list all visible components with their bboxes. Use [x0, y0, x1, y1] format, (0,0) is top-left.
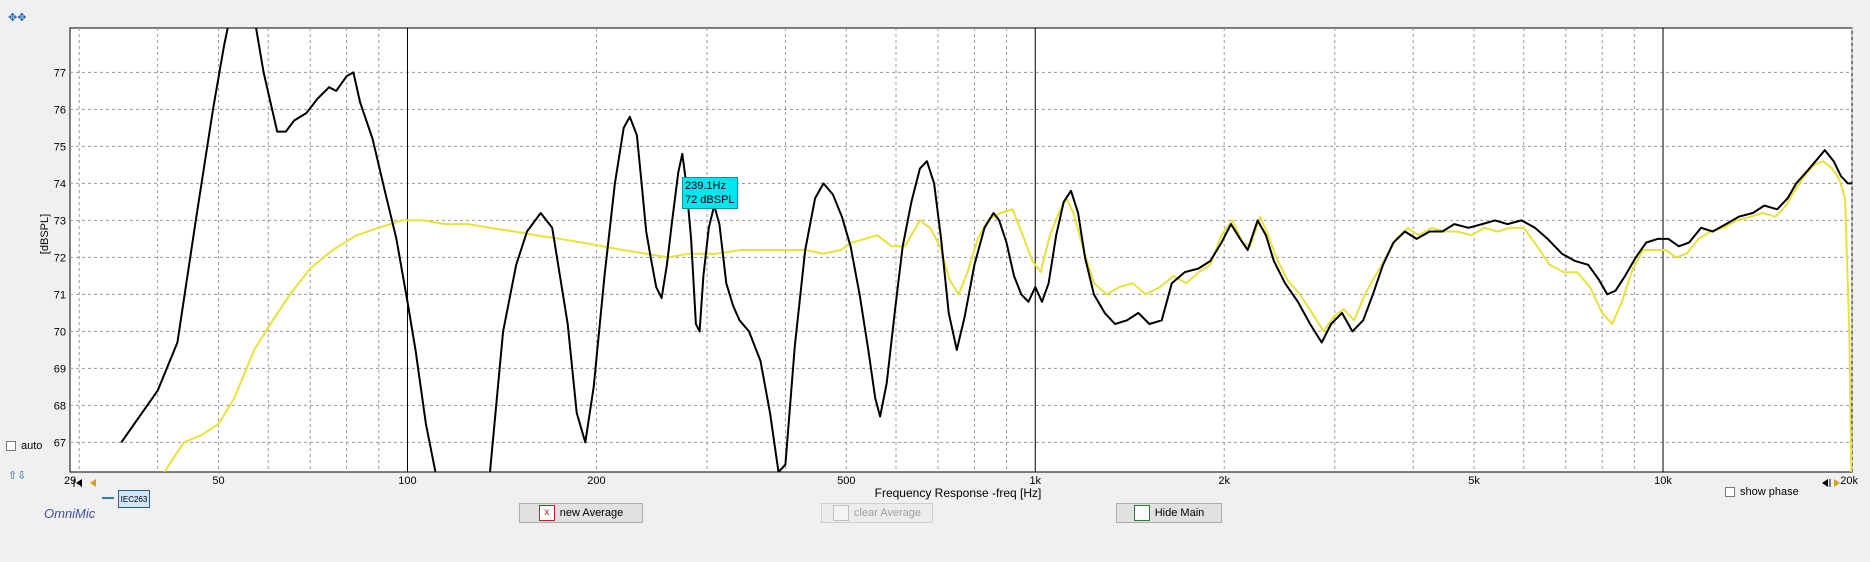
legend-dash-icon	[102, 497, 114, 499]
x-tick-label: 20k	[1840, 475, 1858, 487]
zoom-y-icons[interactable]: ✥✥	[8, 12, 27, 24]
clear-average-label: clear Average	[853, 507, 922, 519]
y-tick-label: 75	[54, 141, 66, 153]
y-tick-labels: 67 68 69 70 71 72 73 74 75 76 77	[54, 67, 66, 449]
y-tick-label: 69	[54, 363, 66, 375]
x-scroll-right-handle[interactable]	[1822, 479, 1840, 487]
y-tick-label: 68	[54, 400, 66, 412]
hide-main-button[interactable]: Hide Main	[1116, 503, 1222, 523]
x-tick-label: 1k	[1029, 475, 1041, 487]
cursor-readout: 239.1Hz 72 dBSPL	[682, 177, 738, 209]
x-tick-label: 5k	[1468, 475, 1480, 487]
x-scroll-left-handle[interactable]	[73, 479, 96, 487]
iec263-badge[interactable]: IEC263	[118, 490, 150, 508]
y-tick-label: 67	[54, 437, 66, 449]
average-x-icon: x	[538, 505, 555, 521]
show-phase-checkbox-box[interactable]	[1725, 487, 1735, 497]
auto-checkbox[interactable]: auto	[6, 440, 42, 452]
y-tick-label: 76	[54, 104, 66, 116]
y-axis-label: [dBSPL]	[39, 214, 51, 254]
cursor-level: 72 dBSPL	[685, 194, 735, 206]
x-tick-label: 200	[587, 475, 605, 487]
y-tick-label: 70	[54, 326, 66, 338]
new-average-button[interactable]: x new Average	[519, 503, 643, 523]
hide-main-label: Hide Main	[1154, 507, 1205, 519]
show-phase-label: show phase	[1740, 486, 1799, 498]
scroll-y-arrows-icon[interactable]: ⇧⇩	[8, 470, 27, 482]
auto-checkbox-box[interactable]	[6, 441, 16, 451]
auto-label: auto	[21, 440, 43, 452]
x-tick-label: 500	[837, 475, 855, 487]
series-line-yellow	[163, 160, 1852, 472]
series-line-black	[120, 28, 1852, 472]
y-tick-label: 72	[54, 252, 66, 264]
y-tick-label: 77	[54, 67, 66, 79]
x-tick-label: 29	[64, 475, 76, 487]
cursor-freq: 239.1Hz	[685, 180, 726, 192]
plot-area[interactable]	[69, 27, 1853, 473]
hide-main-icon	[1133, 505, 1150, 521]
x-tick-label: 2k	[1218, 475, 1230, 487]
y-tick-label: 74	[54, 178, 66, 190]
x-tick-label: 10k	[1654, 475, 1672, 487]
y-tick-label: 71	[54, 289, 66, 301]
omnimic-brand: OmniMic	[44, 506, 96, 521]
series-group	[120, 28, 1852, 472]
new-average-label: new Average	[559, 507, 624, 519]
clear-average-icon	[832, 505, 849, 521]
y-tick-label: 73	[54, 215, 66, 227]
x-tick-label: 50	[212, 475, 224, 487]
clear-average-button[interactable]: clear Average	[821, 503, 933, 523]
show-phase-checkbox[interactable]: show phase	[1725, 486, 1799, 498]
x-tick-label: 100	[398, 475, 416, 487]
x-tick-labels: 29 50 100 200 500 1k 2k 5k 10k 20k	[64, 475, 1858, 487]
x-axis-label: Frequency Response -freq [Hz]	[875, 486, 1042, 500]
